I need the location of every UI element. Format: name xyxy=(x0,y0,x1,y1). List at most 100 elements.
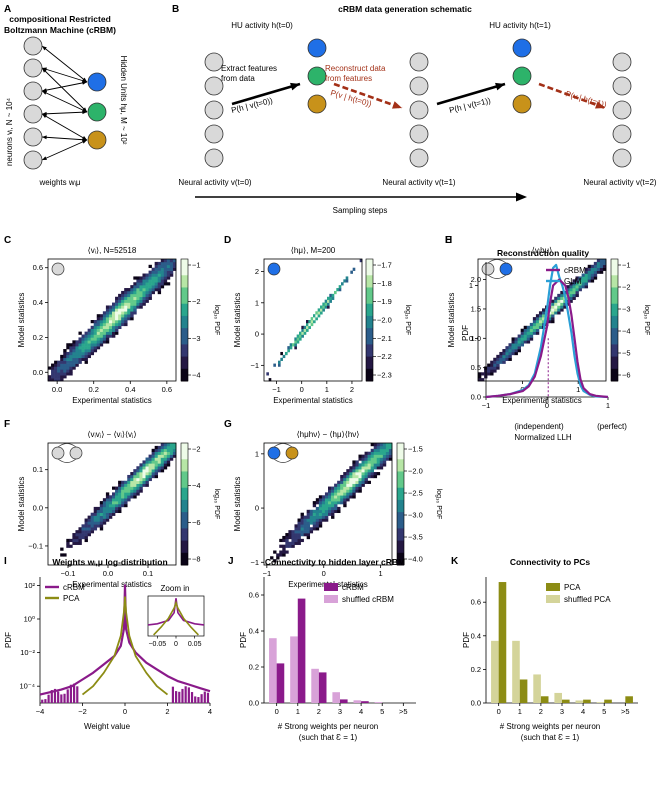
heatmap-cell xyxy=(96,331,101,335)
colorbar-segment xyxy=(366,311,373,317)
heatmap-cell xyxy=(593,273,598,277)
heatmap-cell xyxy=(358,466,362,470)
heatmap-cell xyxy=(308,325,311,330)
heatmap-cell xyxy=(139,302,143,306)
colorbar-segment xyxy=(611,315,618,321)
heatmap-cell xyxy=(318,509,323,514)
heatmap-cell xyxy=(127,474,131,479)
heatmap-cell xyxy=(355,483,359,487)
heatmap-cell xyxy=(490,369,494,373)
heatmap-cell xyxy=(315,527,320,531)
colorbar-tick-label: −2.3 xyxy=(377,371,392,380)
heatmap-cell xyxy=(490,360,494,364)
heatmap-cell xyxy=(133,489,137,493)
heatmap-cell xyxy=(105,518,110,522)
heatmap-cell xyxy=(291,538,295,543)
panel-k-ylabel: PDF xyxy=(462,632,471,648)
heatmap-cell xyxy=(560,293,564,298)
heatmap-cell xyxy=(145,477,149,482)
reconstruct-line2: from features xyxy=(325,74,372,83)
heatmap-cell xyxy=(385,443,390,447)
heatmap-cell xyxy=(127,290,131,295)
heatmap-cell xyxy=(517,349,521,353)
heatmap-cell xyxy=(105,504,110,508)
heatmap-cell xyxy=(327,302,330,306)
visible-neuron-t0 xyxy=(204,52,224,72)
heatmap-cell xyxy=(148,270,152,274)
x-tick-label: 5 xyxy=(380,707,384,716)
colorbar-segment xyxy=(181,311,188,317)
heatmap-cell xyxy=(160,460,165,464)
heatmap-cell xyxy=(169,443,174,447)
x-tick-label: 0 xyxy=(275,707,279,716)
heatmap-cell xyxy=(572,279,576,283)
heatmap-cell xyxy=(313,314,316,318)
colorbar-segment xyxy=(397,516,404,521)
colorbar-segment xyxy=(181,495,188,501)
heatmap-cell xyxy=(72,363,76,367)
colorbar-segment xyxy=(366,275,373,280)
heatmap-cell xyxy=(115,331,119,335)
heatmap-cell xyxy=(496,363,500,367)
colorbar-segment xyxy=(366,291,373,297)
panel-label-a: A xyxy=(4,4,11,15)
heatmap-cell xyxy=(493,366,497,370)
heatmap-cell xyxy=(136,299,140,303)
y-tick-label: 0.0 xyxy=(33,368,43,377)
heatmap-cell xyxy=(587,279,592,283)
tail-bar xyxy=(190,692,194,703)
heatmap-cell xyxy=(127,477,131,482)
heatmap-cell xyxy=(105,334,110,338)
colorbar-segment xyxy=(181,295,188,301)
heatmap-cell xyxy=(151,460,155,464)
heatmap-cell xyxy=(337,489,341,493)
heatmap-cell xyxy=(163,270,168,274)
heatmap-cell xyxy=(160,466,165,470)
heatmap-cell xyxy=(297,527,301,531)
heatmap-cell xyxy=(57,366,61,370)
heatmap-cell xyxy=(352,463,356,467)
y-tick-label: 0 xyxy=(255,504,259,513)
heatmap-cell xyxy=(81,337,85,341)
heatmap-cell xyxy=(336,288,339,292)
heatmap-cell xyxy=(69,369,73,373)
heatmap-cell xyxy=(367,451,371,455)
heatmap-cell xyxy=(151,451,155,455)
neural-activity-t2: Neural activity v(t=2) xyxy=(583,178,656,187)
heatmap-cell xyxy=(142,273,146,277)
heatmap-cell xyxy=(551,308,555,312)
heatmap-cell xyxy=(560,299,564,303)
heatmap-cell xyxy=(124,302,128,306)
heatmap-cell xyxy=(343,483,347,487)
heatmap-cell xyxy=(102,506,107,511)
heatmap-cell xyxy=(90,331,95,335)
heatmap-cell xyxy=(118,305,122,309)
heatmap-cell xyxy=(312,512,317,516)
heatmap-cell xyxy=(279,538,283,543)
heatmap-cell xyxy=(66,357,70,361)
heatmap-cell xyxy=(523,340,528,344)
heatmap-cell xyxy=(599,261,604,266)
panel-j: J Connectivity to hidden layer cRBM PDF … xyxy=(228,556,416,742)
heatmap-cells xyxy=(270,443,393,563)
heatmap-cell xyxy=(596,259,601,263)
heatmap-cell xyxy=(346,486,350,490)
heatmap-cell xyxy=(315,311,318,315)
heatmap-cell xyxy=(136,296,140,300)
colorbar-tick-label: −2.1 xyxy=(377,334,392,343)
colorbar-segment xyxy=(366,271,373,276)
visible-neuron-t0 xyxy=(204,124,224,144)
heatmap-cell xyxy=(78,538,82,543)
heatmap-cell xyxy=(130,311,134,315)
y-tick-label: 0.0 xyxy=(471,699,481,708)
inset-series-line xyxy=(147,598,205,626)
heatmap-cell xyxy=(584,276,589,280)
heatmap-cell xyxy=(303,524,307,528)
heatmap-cell xyxy=(136,469,140,473)
heatmap-cell xyxy=(124,299,128,303)
heatmap-cell xyxy=(343,480,347,484)
heatmap-cell xyxy=(352,469,356,473)
panel-label-f: F xyxy=(4,419,10,430)
heatmap-cell xyxy=(166,259,171,263)
